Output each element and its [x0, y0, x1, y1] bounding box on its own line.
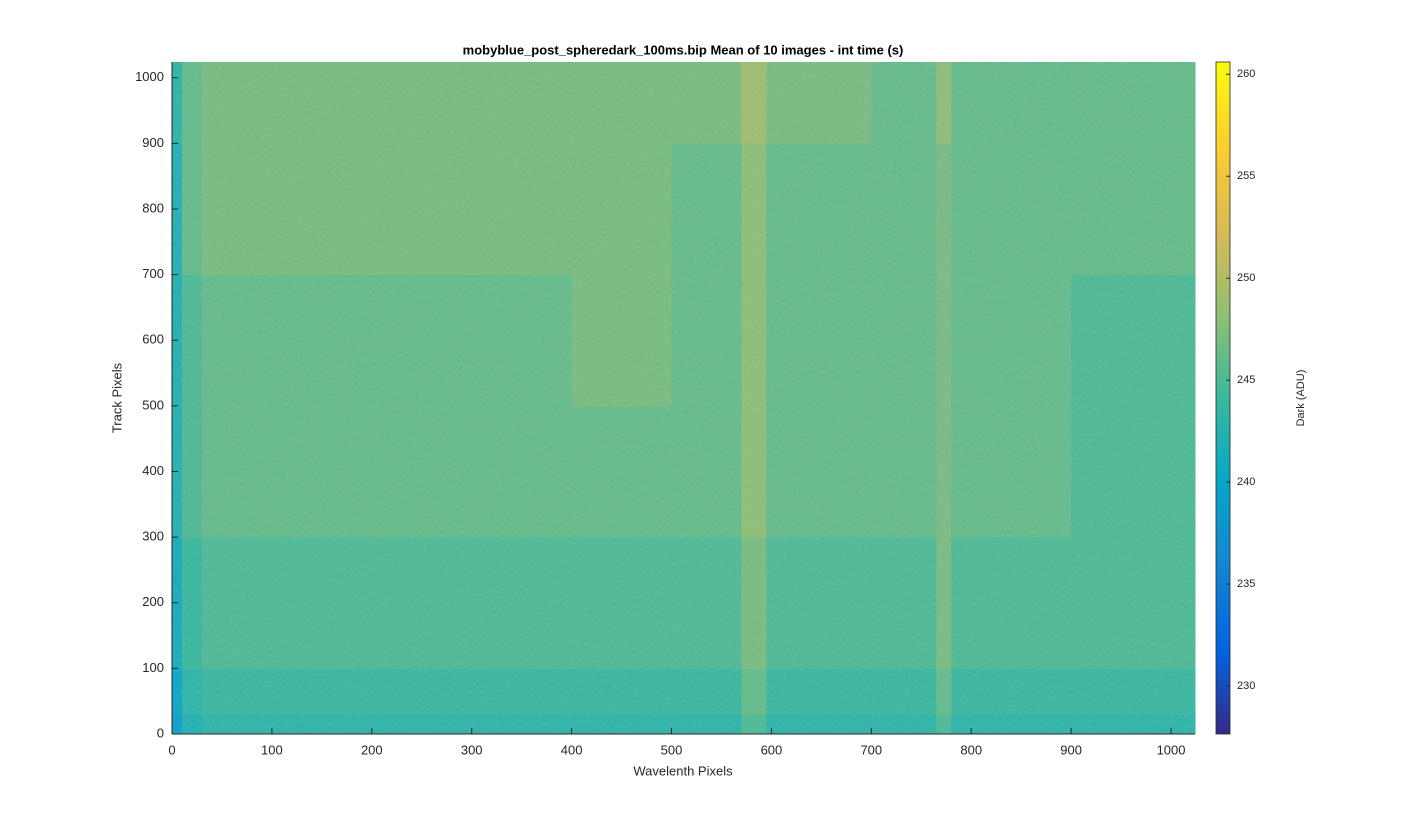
chart-title: mobyblue_post_spheredark_100ms.bip Mean … — [463, 42, 904, 57]
noise-texture — [172, 62, 1195, 734]
colorbar-tick-label: 250 — [1237, 272, 1255, 284]
y-tick-label: 400 — [142, 463, 164, 478]
y-tick-label: 600 — [142, 332, 164, 347]
colorbar-tick-label: 240 — [1237, 476, 1255, 488]
x-tick-label: 300 — [461, 742, 483, 757]
x-tick-label: 0 — [168, 742, 175, 757]
colorbar-tick-label: 260 — [1237, 68, 1255, 80]
y-tick-label: 0 — [157, 725, 164, 740]
x-tick-label: 1000 — [1157, 742, 1186, 757]
y-tick-label: 300 — [142, 529, 164, 544]
x-tick-label: 600 — [761, 742, 783, 757]
y-tick-label: 500 — [142, 397, 164, 412]
y-tick-label: 200 — [142, 594, 164, 609]
x-tick-label: 800 — [960, 742, 982, 757]
colorbar-tick-label: 255 — [1237, 170, 1255, 182]
y-tick-label: 700 — [142, 266, 164, 281]
x-axis-label: Wavelenth Pixels — [633, 763, 733, 778]
x-tick-label: 200 — [361, 742, 383, 757]
x-tick-label: 100 — [261, 742, 283, 757]
x-tick-label: 900 — [1060, 742, 1082, 757]
x-tick-label: 400 — [561, 742, 583, 757]
colorbar-label: Dark (ADU) — [1295, 370, 1307, 427]
y-tick-label: 800 — [142, 200, 164, 215]
colorbar-tick-label: 245 — [1237, 374, 1255, 386]
colorbar-tick-label: 230 — [1237, 680, 1255, 692]
y-tick-label: 100 — [142, 660, 164, 675]
colorbar — [1215, 61, 1231, 735]
y-axis-label: Track Pixels — [109, 362, 124, 433]
colorbar-tick-label: 235 — [1237, 578, 1255, 590]
y-tick-label: 1000 — [135, 69, 164, 84]
y-tick-label: 900 — [142, 135, 164, 150]
x-tick-label: 700 — [860, 742, 882, 757]
x-tick-label: 500 — [661, 742, 683, 757]
